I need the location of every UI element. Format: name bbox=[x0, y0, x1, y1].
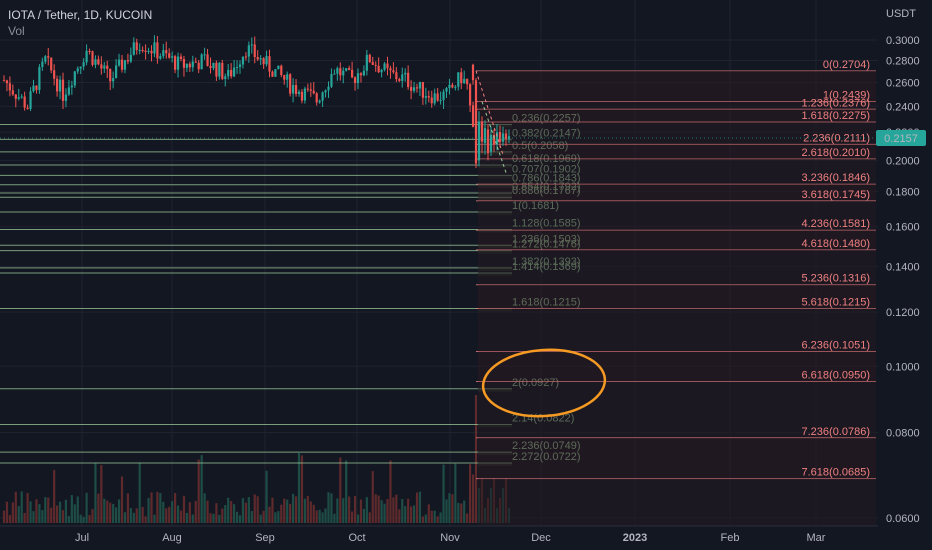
price-tick-label: 0.1600 bbox=[886, 222, 920, 234]
current-price-tag bbox=[876, 129, 926, 146]
fib-extension-label: 1.236(0.2376) bbox=[802, 97, 871, 109]
currency-unit-label: USDT bbox=[886, 8, 916, 20]
time-tick-label: Dec bbox=[531, 532, 551, 544]
highlight-circle bbox=[481, 348, 607, 418]
price-tick-label: 0.1800 bbox=[886, 187, 920, 199]
fib-extension-label: 5.618(0.1215) bbox=[802, 296, 871, 308]
volume-label: Vol bbox=[8, 24, 25, 38]
annotations bbox=[0, 70, 878, 418]
price-tick-label: 0.2000 bbox=[886, 155, 920, 167]
fib-extension-label: 3.618(0.1745) bbox=[802, 189, 871, 201]
fib-extension-label: 3.236(0.1846) bbox=[802, 172, 871, 184]
current-price-label: 0.2157 bbox=[884, 133, 918, 145]
chart-legend: IOTA / Tether, 1D, KUCOIN Vol bbox=[8, 8, 152, 38]
volume-bars bbox=[2, 395, 511, 523]
symbol-title: IOTA / Tether, 1D, KUCOIN bbox=[8, 8, 153, 22]
price-tick-label: 0.3000 bbox=[886, 35, 920, 47]
fib-extension-label: 5.236(0.1316) bbox=[802, 273, 871, 285]
price-tick-label: 0.2400 bbox=[886, 101, 920, 113]
time-tick-label: Nov bbox=[440, 532, 460, 544]
fib-extension-label: 4.618(0.1480) bbox=[802, 238, 871, 250]
time-tick-label: Sep bbox=[255, 532, 275, 544]
fib-extension-label: 1(0.2439) bbox=[823, 89, 870, 101]
price-tick-label: 0.1000 bbox=[886, 361, 920, 373]
fib-extension-label: 4.236(0.1581) bbox=[802, 218, 871, 230]
price-tick-label: 0.1200 bbox=[886, 307, 920, 319]
fib-extension-levels: 0(0.2704) 1(0.2439)1.236(0.2376)1.618(0.2… bbox=[476, 59, 876, 550]
candlesticks bbox=[2, 35, 511, 168]
time-tick-label: Feb bbox=[721, 532, 740, 544]
time-tick-label: Oct bbox=[348, 532, 365, 544]
fib-extension-label: 2.618(0.2010) bbox=[802, 147, 871, 159]
fib-extension-label: 7.236(0.0786) bbox=[802, 426, 871, 438]
fib-extension-label: 1.618(0.2275) bbox=[802, 110, 871, 122]
time-tick-label: 2023 bbox=[623, 532, 647, 544]
time-tick-label: Mar bbox=[807, 532, 826, 544]
fib-extension-label: 6.236(0.1051) bbox=[802, 340, 871, 352]
price-tick-label: 0.1400 bbox=[886, 261, 920, 273]
price-tick-label: 0.0800 bbox=[886, 428, 920, 440]
fib-extension-label: 7.618(0.0685) bbox=[802, 467, 871, 479]
price-tick-label: 0.0600 bbox=[886, 513, 920, 525]
fib-extension-label: 6.618(0.0950) bbox=[802, 370, 871, 382]
price-tick-label: 0.2600 bbox=[886, 78, 920, 90]
time-tick-label: Jul bbox=[75, 532, 89, 544]
fib-extension-label: 0(0.2704) bbox=[823, 59, 870, 71]
price-tick-label: 0.2800 bbox=[886, 55, 920, 67]
time-tick-label: Aug bbox=[162, 532, 182, 544]
